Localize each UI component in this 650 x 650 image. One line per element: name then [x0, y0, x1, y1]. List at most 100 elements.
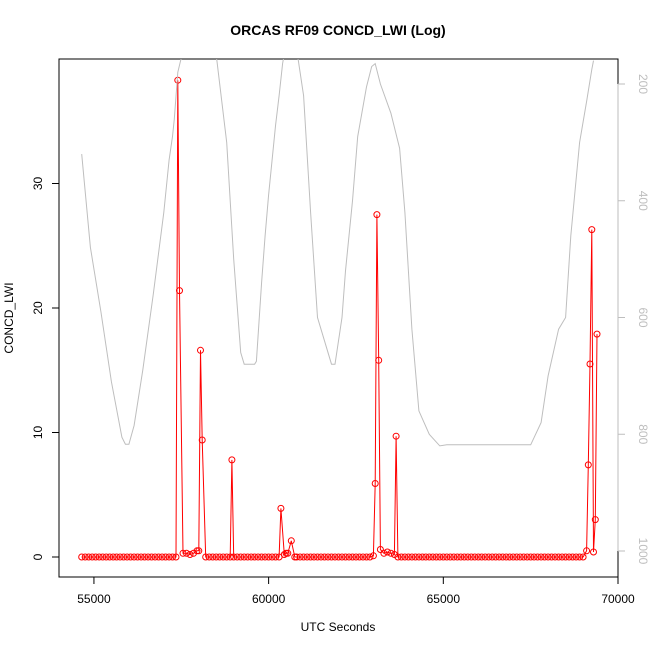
- concd-point-126: [488, 553, 496, 561]
- concd-point-75: [321, 553, 328, 561]
- concd-point-105: [415, 553, 423, 561]
- concd-point-117: [457, 553, 465, 561]
- concd-point-61: [277, 504, 285, 512]
- concd-point-93: [376, 546, 384, 553]
- concd-point-16: [134, 553, 142, 561]
- concd-point-111: [436, 553, 444, 561]
- concd-point-125: [485, 553, 493, 561]
- concd-point-151: [576, 553, 584, 561]
- concd-point-64: [284, 549, 292, 557]
- concd-point-127: [492, 553, 500, 561]
- plot-frame: [58, 58, 619, 578]
- concd-point-76: [324, 553, 332, 561]
- concd-point-92: [375, 356, 383, 364]
- concd-point-4: [92, 553, 100, 561]
- concd-point-73: [314, 553, 321, 561]
- concd-point-136: [523, 553, 531, 561]
- concd-point-150: [572, 553, 580, 561]
- concd-point-30: [179, 549, 187, 557]
- concd-point-6: [99, 553, 107, 561]
- x-tick-label-70000: 70000: [601, 592, 635, 606]
- concd-point-55: [258, 553, 266, 561]
- concd-point-54: [254, 553, 262, 561]
- y2-tick-label-600: 600: [636, 307, 650, 327]
- concd-point-124: [481, 553, 489, 561]
- concd-point-24: [162, 553, 170, 561]
- y2-tick-label-400: 400: [636, 191, 650, 211]
- concd-point-101: [401, 553, 409, 561]
- concd-point-149: [569, 553, 577, 561]
- concd-point-65: [287, 537, 295, 545]
- concd-point-3: [88, 553, 96, 561]
- concd-point-87: [363, 553, 370, 561]
- concd-point-0: [78, 553, 86, 561]
- concd-point-2: [85, 553, 93, 561]
- concd-point-140: [537, 553, 545, 561]
- concd-point-153: [583, 547, 591, 555]
- x-axis-label: UTC Seconds: [301, 620, 376, 634]
- concd-point-11: [116, 553, 124, 561]
- y-tick-label-30: 30: [31, 177, 45, 191]
- concd-point-115: [450, 553, 458, 561]
- concd-point-86: [359, 553, 367, 561]
- axes-layer: 55000 60000 65000 70000 0 10 20 30 200 400 600 800 1…: [31, 74, 650, 606]
- concd-point-143: [548, 553, 556, 561]
- concd-point-18: [141, 553, 149, 561]
- concd-point-98: [392, 432, 400, 440]
- concd-point-39: [205, 553, 213, 561]
- concd-point-51: [244, 553, 252, 561]
- concd-point-35: [195, 547, 203, 555]
- concd-point-95: [383, 548, 391, 556]
- concd-point-80: [338, 553, 346, 561]
- y-tick-label-20: 20: [31, 301, 45, 315]
- concd-point-113: [443, 553, 451, 561]
- concd-point-69: [300, 553, 308, 561]
- concd-point-96: [387, 549, 395, 557]
- x-tick-label-65000: 65000: [427, 592, 461, 606]
- concd-point-122: [474, 553, 482, 561]
- y2-tick-label-800: 800: [636, 424, 650, 444]
- concd-point-118: [460, 553, 468, 561]
- concd-point-156: [588, 226, 596, 234]
- concd-point-37: [198, 436, 206, 444]
- concd-point-107: [422, 553, 430, 561]
- concd-point-52: [247, 553, 255, 561]
- concd-point-19: [144, 553, 152, 561]
- concd-point-138: [530, 553, 538, 561]
- concd-point-53: [251, 553, 259, 561]
- concd-point-134: [516, 553, 524, 561]
- concd-point-31: [183, 549, 190, 557]
- concd-point-159: [593, 330, 601, 338]
- y2-tick-label-1000: 1000: [636, 538, 650, 565]
- concd-point-121: [471, 553, 479, 561]
- concd-point-119: [464, 553, 472, 561]
- concd-point-146: [558, 553, 566, 561]
- concd-point-132: [509, 553, 517, 561]
- concd-point-67: [293, 553, 301, 561]
- concd-point-43: [219, 553, 227, 561]
- concd-point-85: [356, 553, 363, 561]
- concd-point-79: [335, 553, 342, 561]
- concd-point-12: [120, 553, 128, 561]
- concd-point-110: [432, 553, 440, 561]
- concd-point-32: [186, 551, 194, 558]
- concd-point-158: [591, 516, 599, 524]
- concd-point-106: [418, 553, 426, 561]
- concd-point-89: [369, 552, 377, 560]
- concd-point-5: [95, 553, 103, 561]
- concd-point-137: [527, 553, 535, 561]
- concd-point-141: [541, 553, 549, 561]
- concd-point-94: [380, 549, 388, 557]
- concd-point-14: [127, 553, 135, 561]
- y2-tick-label-200: 200: [636, 74, 650, 94]
- concd-point-40: [209, 553, 217, 561]
- concd-point-120: [467, 553, 475, 561]
- concd-point-152: [579, 553, 587, 561]
- x-tick-label-60000: 60000: [252, 592, 286, 606]
- y-tick-label-0: 0: [31, 553, 45, 560]
- concd-point-88: [366, 553, 374, 561]
- concd-point-47: [230, 553, 238, 561]
- concd-point-104: [411, 553, 419, 561]
- concd-point-154: [584, 461, 592, 469]
